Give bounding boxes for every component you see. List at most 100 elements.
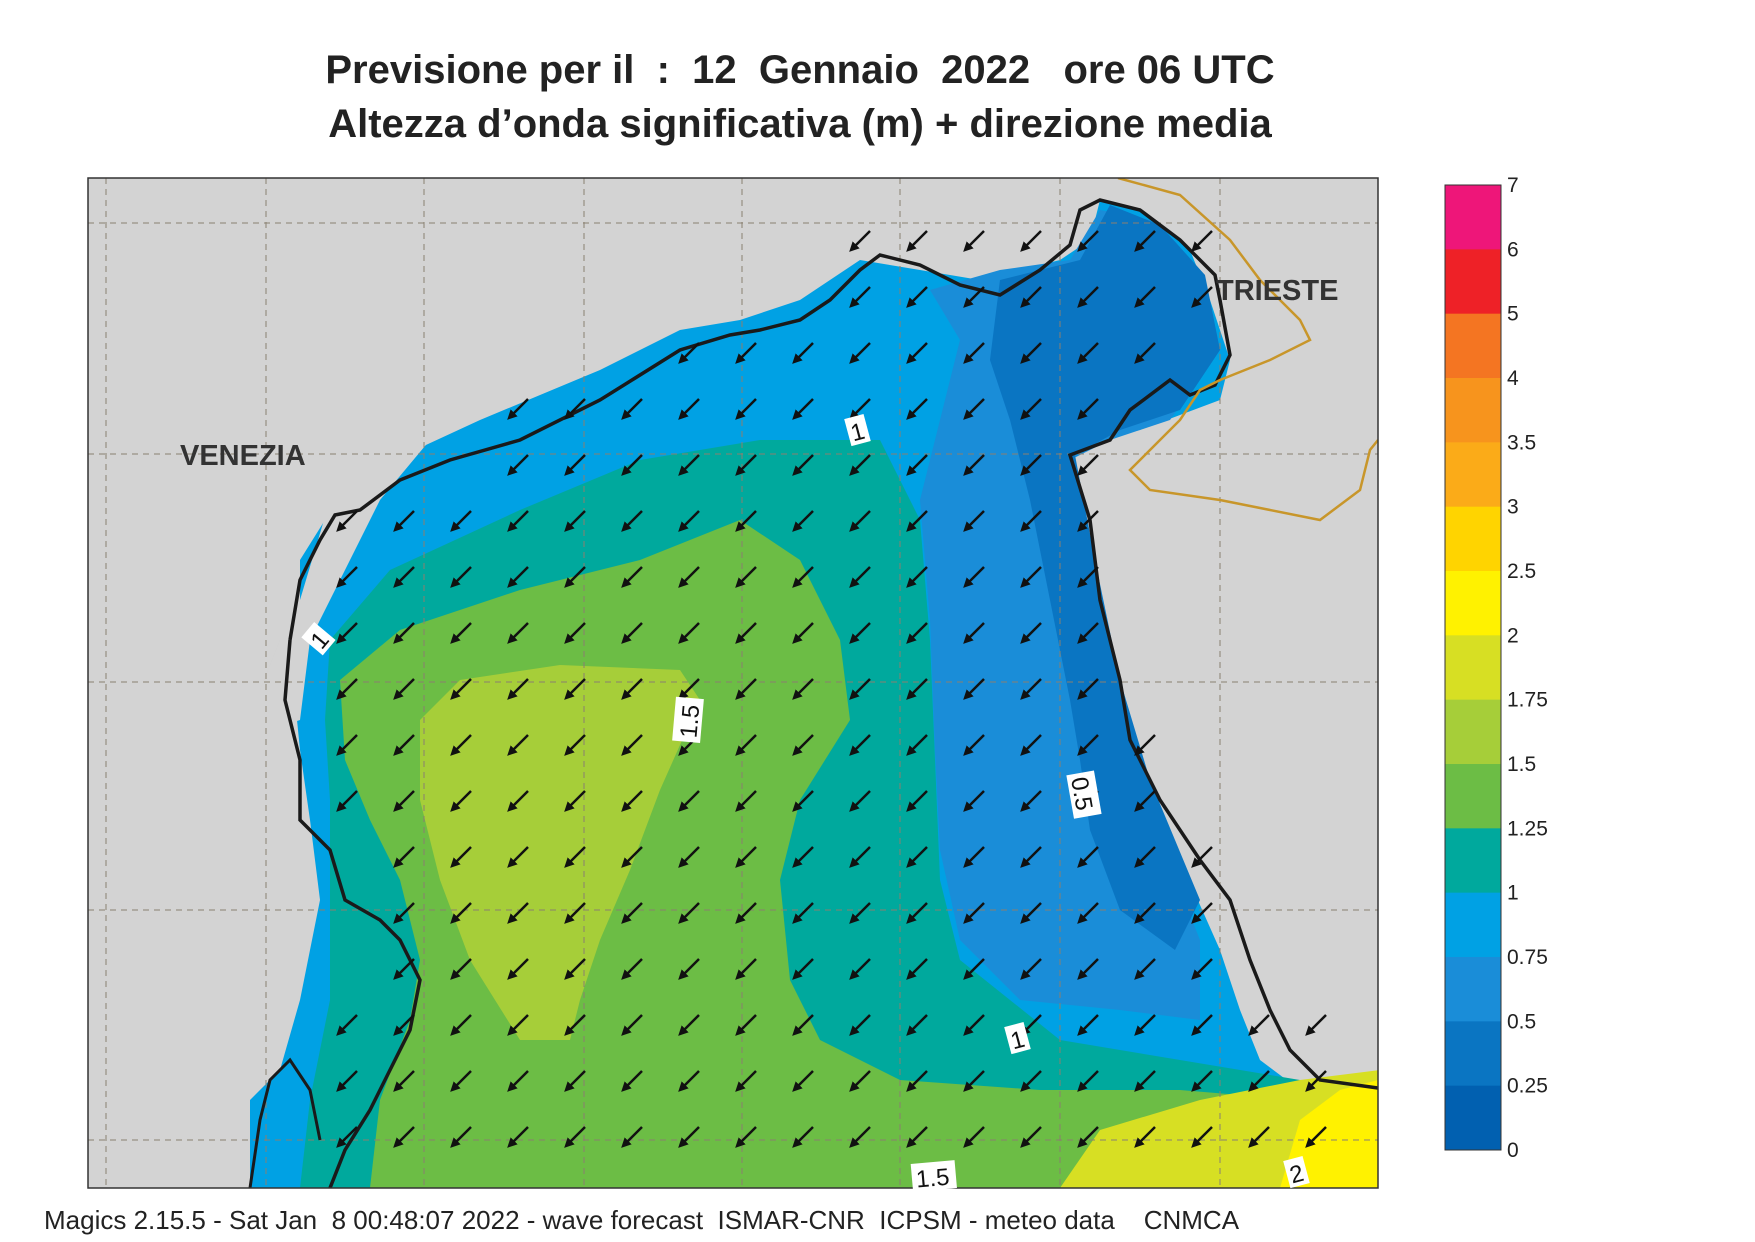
wave-arrow: [621, 734, 643, 756]
wave-arrow: [450, 790, 472, 812]
wave-arrow: [963, 1070, 985, 1092]
legend-label: 6: [1507, 238, 1519, 261]
wave-arrow: [678, 678, 700, 700]
wave-arrow: [735, 1126, 757, 1148]
wave-arrow: [678, 398, 700, 420]
wave-arrow: [849, 342, 871, 364]
wave-arrow: [1248, 1126, 1270, 1148]
wave-arrow: [1020, 1070, 1042, 1092]
legend-label: 0: [1507, 1139, 1519, 1162]
wave-arrow: [450, 846, 472, 868]
wave-arrow: [621, 902, 643, 924]
wave-arrow: [1020, 398, 1042, 420]
wave-arrow: [906, 230, 928, 252]
wave-arrow: [849, 790, 871, 812]
wave-arrow: [621, 958, 643, 980]
wave-arrow: [1134, 1070, 1156, 1092]
wave-arrow: [678, 1070, 700, 1092]
wave-arrow: [735, 846, 757, 868]
wave-arrow: [450, 622, 472, 644]
wave-arrow: [906, 846, 928, 868]
legend-swatch: [1445, 249, 1501, 315]
wave-arrow: [1077, 398, 1099, 420]
legend-label: 5: [1507, 303, 1519, 326]
sea-2-2.5: [1280, 1080, 1378, 1188]
wave-arrow: [621, 1070, 643, 1092]
wave-arrow: [849, 1126, 871, 1148]
legend-swatch: [1445, 1021, 1501, 1087]
wave-arrow: [963, 286, 985, 308]
wave-arrow: [1077, 678, 1099, 700]
wave-arrow: [507, 398, 529, 420]
wave-arrow: [1077, 286, 1099, 308]
wave-arrow: [336, 1070, 358, 1092]
wave-arrow: [1077, 230, 1099, 252]
wave-arrow: [564, 790, 586, 812]
wave-arrow: [792, 342, 814, 364]
wave-arrow: [792, 398, 814, 420]
wave-arrow: [849, 510, 871, 532]
wave-arrow: [564, 510, 586, 532]
wave-arrow: [735, 958, 757, 980]
wave-arrow: [1077, 846, 1099, 868]
wave-arrow: [1020, 1014, 1042, 1036]
wave-arrow: [906, 342, 928, 364]
wave-arrow: [1020, 230, 1042, 252]
coastline-po-delta: [248, 1057, 322, 1188]
wave-arrow: [1077, 734, 1099, 756]
wave-arrow: [735, 510, 757, 532]
wave-arrow: [564, 734, 586, 756]
wave-arrow: [1020, 734, 1042, 756]
wave-arrow: [1020, 510, 1042, 532]
wave-arrow: [1077, 1126, 1099, 1148]
wave-arrow: [735, 454, 757, 476]
wave-arrow: [507, 454, 529, 476]
wave-arrow: [678, 1014, 700, 1036]
wave-arrow: [621, 846, 643, 868]
wave-arrow: [336, 566, 358, 588]
legend-label: 1: [1507, 882, 1519, 905]
wave-arrow: [735, 342, 757, 364]
wave-arrow: [621, 678, 643, 700]
wave-arrow: [393, 566, 415, 588]
legend-swatch: [1445, 1085, 1501, 1151]
wave-arrow: [792, 622, 814, 644]
wave-arrow: [564, 1070, 586, 1092]
wave-arrow: [849, 230, 871, 252]
legend-swatch: [1445, 378, 1501, 443]
wave-arrow: [963, 342, 985, 364]
svg-text:0.5: 0.5: [1065, 775, 1097, 813]
wave-arrow: [1191, 958, 1213, 980]
wave-arrow: [735, 1014, 757, 1036]
wave-arrow: [393, 902, 415, 924]
wave-arrow: [849, 734, 871, 756]
wave-arrow: [1134, 790, 1156, 812]
wave-arrow: [849, 398, 871, 420]
wave-arrow: [1134, 734, 1156, 756]
wave-arrow: [735, 566, 757, 588]
wave-arrow: [450, 1070, 472, 1092]
wave-arrow: [963, 622, 985, 644]
wave-arrow: [963, 1014, 985, 1036]
wave-arrow: [849, 622, 871, 644]
wave-arrow: [507, 1070, 529, 1092]
legend-swatch: [1445, 957, 1501, 1022]
wave-arrow: [336, 1014, 358, 1036]
wave-arrow: [336, 622, 358, 644]
sea-0.25-0.5: [990, 205, 1220, 950]
wave-arrow: [450, 734, 472, 756]
legend-label: 0.25: [1507, 1075, 1548, 1098]
wave-arrow: [507, 790, 529, 812]
wave-arrow: [450, 1126, 472, 1148]
legend-swatch: [1445, 892, 1501, 958]
contour-label-2-southeast: 2: [1283, 1155, 1310, 1189]
wave-arrow: [1077, 622, 1099, 644]
wave-arrow: [507, 566, 529, 588]
wave-arrow: [450, 1014, 472, 1036]
wave-arrow: [507, 846, 529, 868]
coastline: [288, 198, 1378, 1090]
wave-arrow: [849, 1014, 871, 1036]
svg-text:1.5: 1.5: [675, 704, 705, 740]
legend-label: 1.5: [1507, 753, 1536, 776]
